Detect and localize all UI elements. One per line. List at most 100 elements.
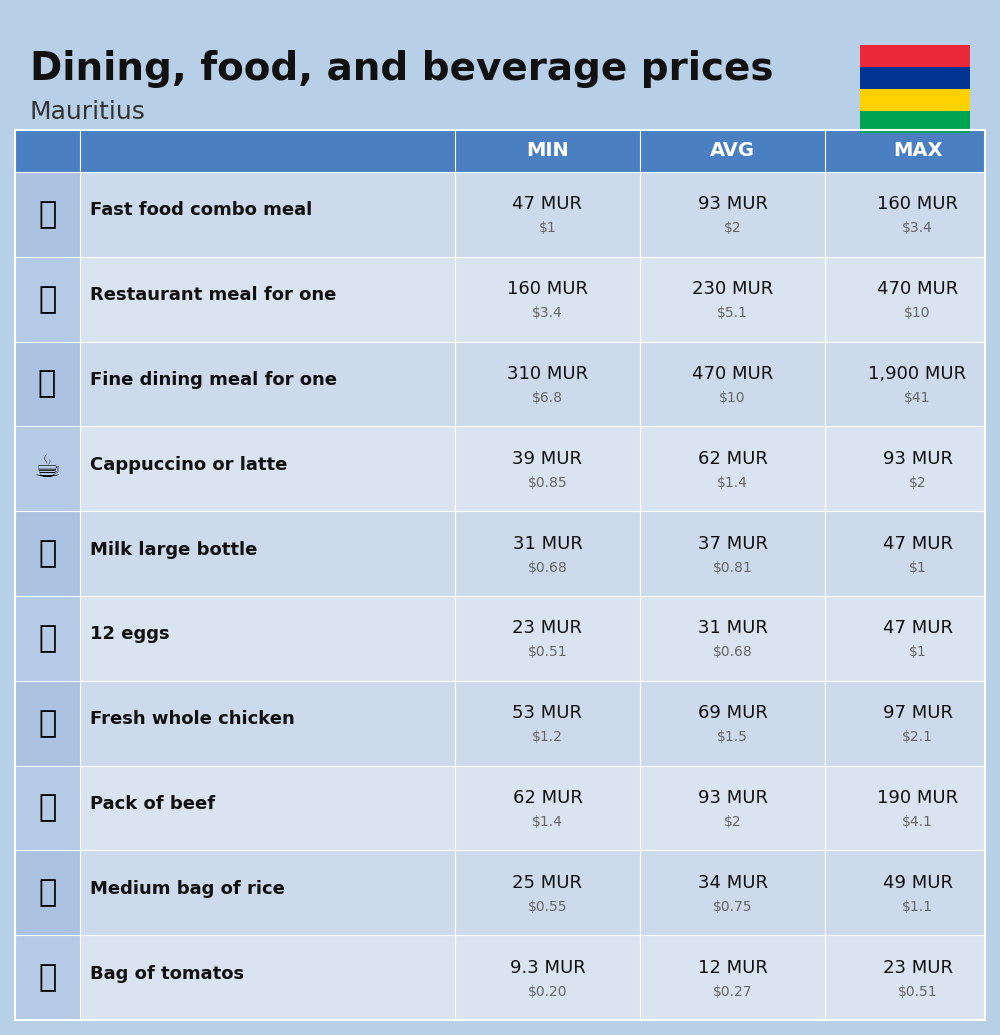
Text: 93 MUR: 93 MUR — [698, 196, 768, 213]
Text: 🍽️: 🍽️ — [38, 369, 57, 398]
FancyBboxPatch shape — [15, 681, 985, 766]
Text: Dining, food, and beverage prices: Dining, food, and beverage prices — [30, 50, 774, 88]
Text: AVG: AVG — [710, 142, 755, 160]
FancyBboxPatch shape — [15, 511, 985, 596]
Text: $1: $1 — [909, 646, 926, 659]
FancyBboxPatch shape — [15, 130, 985, 172]
Text: $2: $2 — [724, 815, 741, 829]
Text: $1.4: $1.4 — [717, 476, 748, 490]
Text: $1: $1 — [539, 221, 556, 235]
FancyBboxPatch shape — [15, 257, 985, 342]
Text: 31 MUR: 31 MUR — [513, 535, 582, 553]
Text: 62 MUR: 62 MUR — [513, 789, 582, 807]
Text: ☕️: ☕️ — [34, 454, 61, 483]
FancyBboxPatch shape — [860, 111, 970, 134]
FancyBboxPatch shape — [15, 511, 80, 596]
Text: 230 MUR: 230 MUR — [692, 280, 773, 298]
FancyBboxPatch shape — [15, 342, 80, 426]
Text: 53 MUR: 53 MUR — [512, 704, 582, 722]
Text: $0.27: $0.27 — [713, 984, 752, 999]
Text: Restaurant meal for one: Restaurant meal for one — [90, 287, 336, 304]
Text: $0.85: $0.85 — [528, 476, 567, 490]
FancyBboxPatch shape — [15, 596, 80, 681]
Text: 470 MUR: 470 MUR — [877, 280, 958, 298]
Text: 97 MUR: 97 MUR — [883, 704, 953, 722]
Text: 🥩: 🥩 — [38, 794, 57, 823]
FancyBboxPatch shape — [15, 596, 985, 681]
FancyBboxPatch shape — [15, 172, 80, 257]
Text: $4.1: $4.1 — [902, 815, 933, 829]
Text: 1,900 MUR: 1,900 MUR — [868, 365, 967, 383]
Text: $5.1: $5.1 — [717, 306, 748, 320]
FancyBboxPatch shape — [15, 766, 80, 851]
FancyBboxPatch shape — [860, 89, 970, 111]
FancyBboxPatch shape — [15, 936, 985, 1021]
Text: Bag of tomatos: Bag of tomatos — [90, 965, 244, 982]
Text: 25 MUR: 25 MUR — [512, 874, 582, 892]
Text: 🍅: 🍅 — [38, 964, 57, 993]
Text: 31 MUR: 31 MUR — [698, 619, 767, 638]
Text: 37 MUR: 37 MUR — [698, 535, 768, 553]
Text: 69 MUR: 69 MUR — [698, 704, 767, 722]
Text: 23 MUR: 23 MUR — [883, 958, 953, 977]
Text: $0.51: $0.51 — [528, 646, 567, 659]
Text: 🍳: 🍳 — [38, 285, 57, 314]
Text: $1.4: $1.4 — [532, 815, 563, 829]
FancyBboxPatch shape — [15, 851, 80, 936]
FancyBboxPatch shape — [15, 681, 80, 766]
Text: $0.55: $0.55 — [528, 899, 567, 914]
Text: 47 MUR: 47 MUR — [512, 196, 582, 213]
Text: 🍚: 🍚 — [38, 879, 57, 908]
Text: 🍗: 🍗 — [38, 709, 57, 738]
Text: Fine dining meal for one: Fine dining meal for one — [90, 371, 337, 389]
Text: 93 MUR: 93 MUR — [883, 450, 953, 468]
Text: 🥚: 🥚 — [38, 624, 57, 653]
Text: $0.20: $0.20 — [528, 984, 567, 999]
Text: Fast food combo meal: Fast food combo meal — [90, 202, 312, 219]
FancyBboxPatch shape — [15, 936, 80, 1021]
FancyBboxPatch shape — [15, 172, 985, 257]
Text: 62 MUR: 62 MUR — [698, 450, 767, 468]
Text: Mauritius: Mauritius — [30, 100, 146, 124]
Text: 🍔: 🍔 — [38, 200, 57, 229]
Text: Milk large bottle: Milk large bottle — [90, 540, 257, 559]
Text: $0.68: $0.68 — [713, 646, 752, 659]
Text: $1.5: $1.5 — [717, 731, 748, 744]
Text: $0.81: $0.81 — [713, 561, 752, 574]
Text: 93 MUR: 93 MUR — [698, 789, 768, 807]
Text: $10: $10 — [904, 306, 931, 320]
Text: $1: $1 — [909, 561, 926, 574]
Text: $2: $2 — [909, 476, 926, 490]
Text: 470 MUR: 470 MUR — [692, 365, 773, 383]
Text: $2: $2 — [724, 221, 741, 235]
Text: Fresh whole chicken: Fresh whole chicken — [90, 710, 295, 729]
Text: 🥛: 🥛 — [38, 539, 57, 568]
Text: MIN: MIN — [526, 142, 569, 160]
FancyBboxPatch shape — [860, 67, 970, 89]
Text: 47 MUR: 47 MUR — [883, 619, 953, 638]
Text: 310 MUR: 310 MUR — [507, 365, 588, 383]
Text: $1.1: $1.1 — [902, 899, 933, 914]
Text: 9.3 MUR: 9.3 MUR — [510, 958, 585, 977]
Text: 23 MUR: 23 MUR — [512, 619, 582, 638]
Text: $10: $10 — [719, 391, 746, 405]
Text: MAX: MAX — [893, 142, 942, 160]
Text: Pack of beef: Pack of beef — [90, 795, 215, 814]
FancyBboxPatch shape — [15, 851, 985, 936]
Text: 39 MUR: 39 MUR — [512, 450, 582, 468]
Text: $41: $41 — [904, 391, 931, 405]
FancyBboxPatch shape — [15, 766, 985, 851]
Text: Cappuccino or latte: Cappuccino or latte — [90, 455, 287, 474]
Text: $0.68: $0.68 — [528, 561, 567, 574]
Text: $0.75: $0.75 — [713, 899, 752, 914]
FancyBboxPatch shape — [15, 257, 80, 342]
Text: $2.1: $2.1 — [902, 731, 933, 744]
Text: 190 MUR: 190 MUR — [877, 789, 958, 807]
Text: 12 MUR: 12 MUR — [698, 958, 767, 977]
FancyBboxPatch shape — [15, 426, 80, 511]
FancyBboxPatch shape — [15, 342, 985, 426]
Text: 49 MUR: 49 MUR — [883, 874, 953, 892]
Text: 160 MUR: 160 MUR — [507, 280, 588, 298]
Text: $3.4: $3.4 — [532, 306, 563, 320]
Text: 12 eggs: 12 eggs — [90, 625, 170, 644]
